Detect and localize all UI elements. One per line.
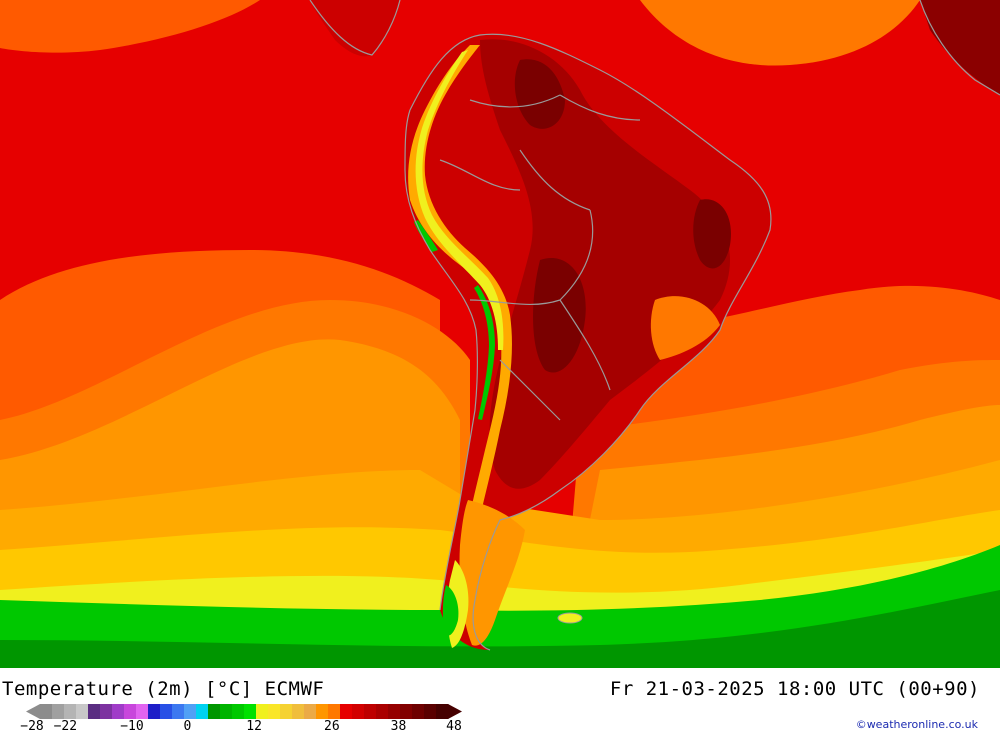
legend-swatch xyxy=(184,704,197,719)
legend-swatch xyxy=(424,704,437,719)
falkland-islands xyxy=(557,612,583,624)
legend-swatch xyxy=(436,704,449,719)
continent-darkred-interior xyxy=(480,39,730,489)
coast-orange-brazil xyxy=(650,296,720,360)
legend-tick-label: −22 xyxy=(53,719,78,733)
band-orange-ne xyxy=(640,0,920,66)
legend-swatch xyxy=(160,704,173,719)
legend-swatch xyxy=(244,704,257,719)
legend-swatch xyxy=(220,704,233,719)
legend-tick-label: 0 xyxy=(183,719,192,733)
legend-swatch xyxy=(256,704,269,719)
temperature-map[interactable] xyxy=(0,0,1000,668)
map-footer xyxy=(0,668,1000,733)
legend-swatch xyxy=(172,704,185,719)
legend-swatch xyxy=(364,704,377,719)
legend-swatch xyxy=(400,704,413,719)
legend-swatch xyxy=(112,704,125,719)
legend-tick-label: 48 xyxy=(446,719,462,733)
central-america xyxy=(310,0,400,57)
legend-swatch xyxy=(268,704,281,719)
patagonia-orange xyxy=(459,500,525,646)
forecast-datetime: Fr 21-03-2025 18:00 UTC (00+90) xyxy=(609,678,980,700)
legend-swatch xyxy=(412,704,425,719)
legend-swatch xyxy=(376,704,389,719)
credit-link[interactable]: ©weatheronline.co.uk xyxy=(855,718,978,731)
legend-swatch xyxy=(292,704,305,719)
legend-swatch xyxy=(88,704,101,719)
patagonia-green xyxy=(442,585,459,636)
legend-swatch xyxy=(352,704,365,719)
legend-swatch xyxy=(64,704,77,719)
legend-swatch xyxy=(148,704,161,719)
legend-swatch xyxy=(136,704,149,719)
legend-swatch xyxy=(304,704,317,719)
legend-swatch xyxy=(328,704,341,719)
legend-arrow-left xyxy=(26,704,40,719)
legend-tick-label: 12 xyxy=(246,719,262,733)
band-darkred-ne xyxy=(920,0,1000,95)
legend-tick-label: −10 xyxy=(120,719,144,733)
legend-swatch xyxy=(232,704,245,719)
legend-swatch xyxy=(388,704,401,719)
legend-swatch xyxy=(340,704,353,719)
legend-swatch xyxy=(52,704,65,719)
map-title: Temperature (2m) [°C] ECMWF xyxy=(2,678,325,700)
legend-swatch xyxy=(196,704,209,719)
band-orange-nw xyxy=(0,0,260,53)
legend-tick-label: 26 xyxy=(324,719,340,733)
legend-tick-label: 38 xyxy=(390,719,407,733)
legend-swatch xyxy=(76,704,89,719)
band-dark-green xyxy=(0,590,1000,668)
legend-swatch xyxy=(280,704,293,719)
legend-swatch xyxy=(208,704,221,719)
legend-tick-label: −28 xyxy=(20,719,44,733)
color-legend xyxy=(26,704,462,719)
legend-swatch xyxy=(100,704,113,719)
andes-yellow xyxy=(415,50,504,350)
legend-arrow-right xyxy=(448,704,462,719)
legend-swatch xyxy=(40,704,53,719)
country-borders xyxy=(309,0,1000,651)
legend-swatch xyxy=(316,704,329,719)
continent-deep-red xyxy=(514,59,731,373)
legend-swatch xyxy=(124,704,137,719)
